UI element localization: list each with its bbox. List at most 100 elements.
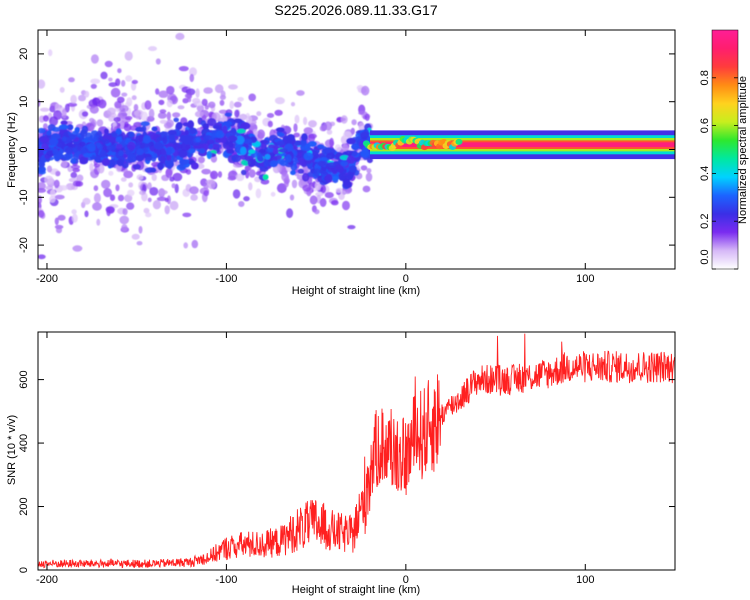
heatmap-cell [247,158,256,168]
heatmap-cell [139,190,146,196]
x-tick-label: 100 [576,574,594,586]
heatmap-cell [278,148,288,153]
colorbar: 0.0 0.2 0.4 0.6 0.8 Normalized spectral ampl… [699,29,749,270]
heatmap-cell [290,170,296,176]
heatmap-cell [165,168,173,178]
heatmap-cell [222,125,228,134]
heatmap-cell [236,128,246,134]
colorbar-tick-label: 0.6 [699,118,711,133]
heatmap-cell [226,149,235,154]
heatmap-cell [140,121,150,127]
heatmap-cell [128,182,134,188]
heatmap-cell [266,113,275,118]
heatmap-cell [96,119,104,127]
heatmap-cell [240,146,247,156]
heatmap-cell [44,175,54,184]
heatmap-cell [341,190,347,195]
heatmap-cell [293,140,303,146]
heatmap-cell [169,200,179,211]
heatmap-cell [106,144,116,151]
heatmap-cell [167,129,177,135]
y-tick-label: -20 [18,237,30,253]
heatmap-cell [274,155,283,160]
heatmap-cells [38,32,377,260]
heatmap-tone-band [370,142,675,148]
heatmap-cell [76,174,84,182]
heatmap-cell [71,213,78,223]
heatmap-cell [49,138,59,146]
heatmap-cell [233,118,243,124]
heatmap-cell [243,138,253,144]
heatmap-cell [128,131,135,138]
heatmap-cell [285,154,292,163]
heatmap-cell [286,134,296,143]
heatmap-cell [365,172,373,182]
heatmap-cell [233,101,242,108]
heatmap-cell [114,101,122,109]
heatmap-cell [127,153,138,163]
heatmap-cell [126,97,133,107]
colorbar-label: Normalized spectral amplitude [737,76,749,224]
heatmap-cell [84,210,89,218]
heatmap-cell [61,108,67,119]
colorbar-tick-label: 0.0 [699,249,711,264]
heatmap-cell [208,144,214,150]
heatmap-cell [92,97,101,105]
heatmap-cell [92,202,102,211]
heatmap-cell [208,101,216,109]
heatmap-cell [255,188,262,199]
heatmap-cell [215,130,225,139]
heatmap-cell [104,128,109,135]
heatmap-cell [52,148,59,156]
heatmap-cell [70,94,77,104]
heatmap-cell [296,90,305,96]
heatmap-cell [239,113,247,121]
heatmap-cell [361,85,370,96]
heatmap-cell [324,147,332,154]
heatmap-cell [115,129,123,135]
heatmap-cell [172,172,183,182]
heatmap-cell [83,153,93,158]
heatmap-cell [42,115,49,122]
heatmap-cell [124,121,129,128]
heatmap-cell [228,135,238,142]
heatmap-cell [140,111,148,121]
heatmap-cell [154,141,164,150]
figure-title: S225.2026.089.11.33.G17 [274,2,437,18]
heatmap-cell [107,207,115,214]
heatmap-cell [72,168,80,173]
heatmap-cell [360,165,368,171]
heatmap-cell [117,194,125,202]
heatmap-cell [38,127,46,134]
heatmap-cell [259,148,266,154]
heatmap-cell [61,159,68,168]
heatmap-cell [256,111,262,117]
heatmap-cell [93,193,101,203]
heatmap-cell [115,144,123,150]
heatmap-cell [190,194,198,201]
heatmap-cell [303,116,308,126]
heatmap-cell [342,178,351,186]
heatmap-cell [115,184,120,192]
heatmap-cell [79,156,89,165]
heatmap-cell [124,194,133,203]
heatmap-cell [257,129,265,139]
heatmap-cell [166,85,175,95]
heatmap-cell [38,254,46,260]
heatmap-cell [53,179,60,189]
heatmap-cell [101,179,111,189]
heatmap-cell [263,159,269,168]
heatmap-cell [331,200,339,206]
heatmap-cell [324,192,334,199]
heatmap-cell [151,152,158,158]
heatmap-cell [46,130,52,136]
heatmap-cell [248,169,256,178]
heatmap-cell [314,181,322,191]
heatmap-cell [245,115,253,124]
heatmap-cell [269,160,278,168]
heatmap-cell [61,136,68,142]
heatmap-cell [53,110,63,120]
heatmap-cell [62,153,71,161]
heatmap-cell [301,133,308,141]
